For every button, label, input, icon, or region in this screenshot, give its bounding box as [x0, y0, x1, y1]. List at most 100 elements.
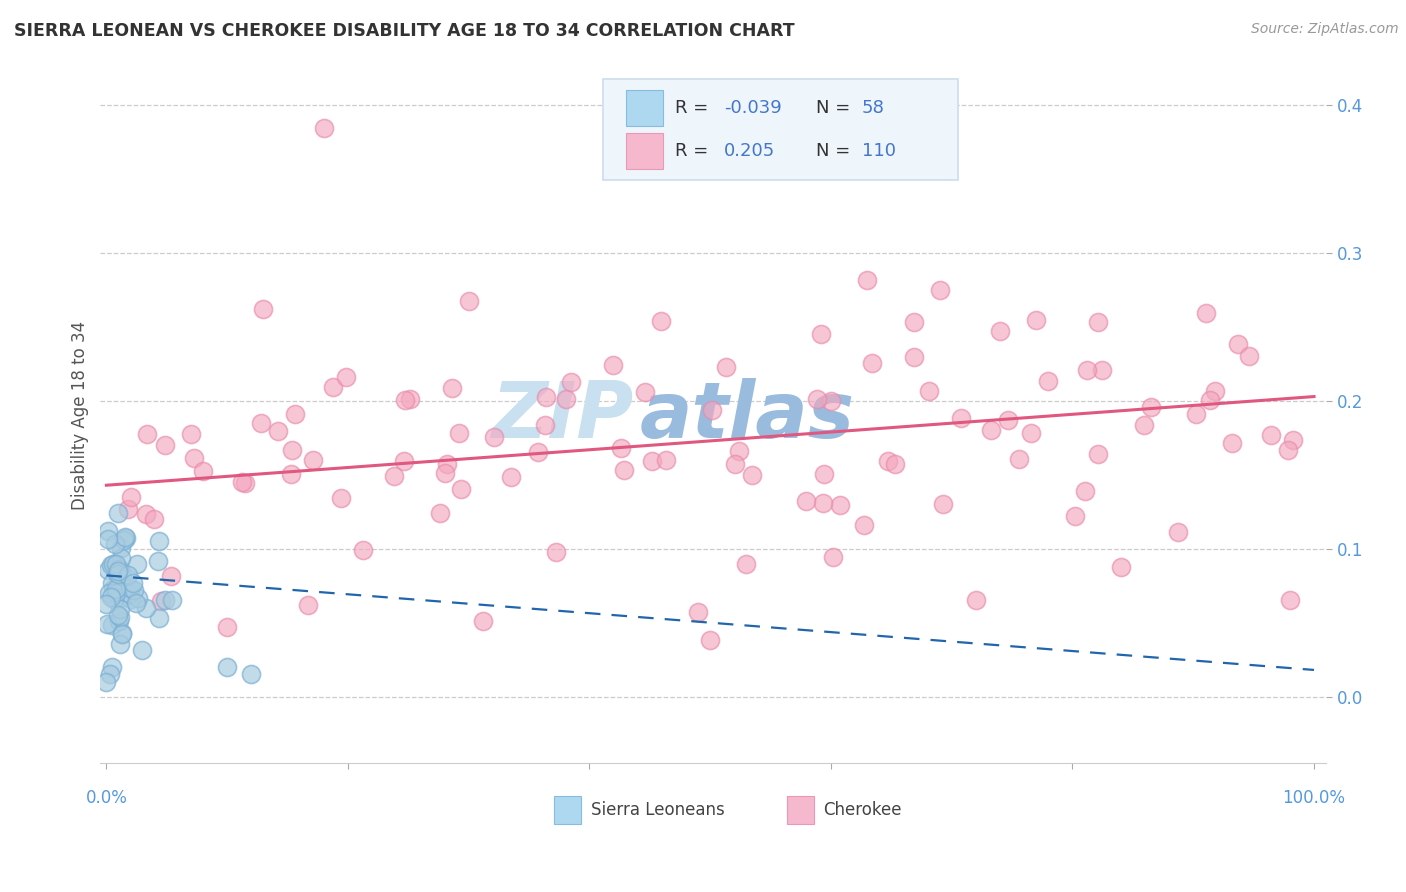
Point: [950, 411, 973, 425]
Point: [654, 453, 676, 467]
Point: [114, 530, 136, 544]
Point: [1278, 593, 1301, 607]
Point: [1109, 559, 1132, 574]
Point: [110, 626, 132, 640]
Point: [980, 423, 1002, 437]
Text: 0.0%: 0.0%: [86, 789, 128, 807]
Point: [107, 607, 129, 622]
Point: [828, 498, 851, 512]
Point: [1282, 433, 1305, 447]
Point: [108, 638, 131, 652]
FancyBboxPatch shape: [626, 133, 664, 169]
Point: [217, 620, 239, 634]
Point: [117, 502, 139, 516]
Point: [527, 445, 550, 459]
Point: [1025, 312, 1047, 326]
Text: 58: 58: [862, 99, 884, 117]
Point: [108, 562, 131, 576]
Point: [536, 390, 558, 404]
Point: [97, 524, 120, 538]
Text: Cherokee: Cherokee: [824, 801, 903, 819]
Point: [928, 283, 950, 297]
Point: [634, 384, 657, 399]
Point: [997, 413, 1019, 427]
Point: [153, 592, 176, 607]
Point: [382, 469, 405, 483]
Point: [699, 633, 721, 648]
Point: [810, 326, 832, 341]
Point: [101, 575, 124, 590]
Point: [183, 450, 205, 465]
Point: [110, 550, 132, 565]
Point: [103, 582, 125, 597]
Point: [280, 467, 302, 481]
Point: [1063, 509, 1085, 524]
Point: [122, 575, 145, 590]
Point: [352, 542, 374, 557]
Point: [499, 470, 522, 484]
FancyBboxPatch shape: [787, 797, 814, 824]
Text: R =: R =: [675, 142, 709, 160]
Point: [107, 567, 129, 582]
Point: [105, 566, 128, 580]
Point: [602, 358, 624, 372]
Point: [103, 591, 125, 606]
Point: [105, 582, 128, 596]
Point: [852, 517, 875, 532]
Y-axis label: Disability Age 18 to 34: Disability Age 18 to 34: [72, 321, 89, 510]
Text: N =: N =: [815, 99, 851, 117]
Point: [297, 598, 319, 612]
Point: [231, 475, 253, 489]
Point: [813, 467, 835, 482]
Point: [1227, 337, 1250, 351]
Point: [105, 586, 128, 600]
Point: [429, 506, 451, 520]
Point: [613, 463, 636, 477]
Point: [125, 557, 148, 571]
Point: [149, 593, 172, 607]
Point: [1260, 428, 1282, 442]
Text: 100.0%: 100.0%: [1282, 789, 1346, 807]
Point: [932, 498, 955, 512]
Point: [1185, 407, 1208, 421]
Text: R =: R =: [675, 99, 709, 117]
Point: [252, 302, 274, 317]
Point: [100, 558, 122, 572]
Point: [312, 120, 335, 135]
Point: [112, 533, 135, 548]
Point: [103, 558, 125, 572]
Point: [110, 609, 132, 624]
Point: [135, 426, 157, 441]
Point: [105, 582, 128, 597]
Point: [160, 568, 183, 582]
Point: [860, 356, 883, 370]
Point: [96, 674, 118, 689]
Point: [794, 494, 817, 508]
Point: [250, 416, 273, 430]
Point: [394, 393, 416, 408]
Point: [97, 562, 120, 576]
Point: [544, 544, 567, 558]
Point: [284, 407, 307, 421]
Point: [735, 557, 758, 571]
FancyBboxPatch shape: [603, 78, 959, 179]
Point: [1204, 384, 1226, 399]
Point: [457, 293, 479, 308]
Point: [714, 359, 737, 374]
Point: [450, 482, 472, 496]
Point: [267, 424, 290, 438]
Point: [813, 496, 835, 510]
Point: [728, 444, 751, 458]
Point: [560, 375, 582, 389]
Point: [1237, 349, 1260, 363]
Point: [122, 582, 145, 597]
Text: 0.205: 0.205: [724, 142, 776, 160]
Point: [440, 381, 463, 395]
Point: [160, 592, 183, 607]
FancyBboxPatch shape: [554, 797, 581, 824]
Point: [918, 384, 941, 399]
Point: [96, 617, 118, 632]
Point: [101, 660, 124, 674]
Text: SIERRA LEONEAN VS CHEROKEE DISABILITY AGE 18 TO 34 CORRELATION CHART: SIERRA LEONEAN VS CHEROKEE DISABILITY AG…: [14, 22, 794, 40]
Point: [1167, 524, 1189, 539]
